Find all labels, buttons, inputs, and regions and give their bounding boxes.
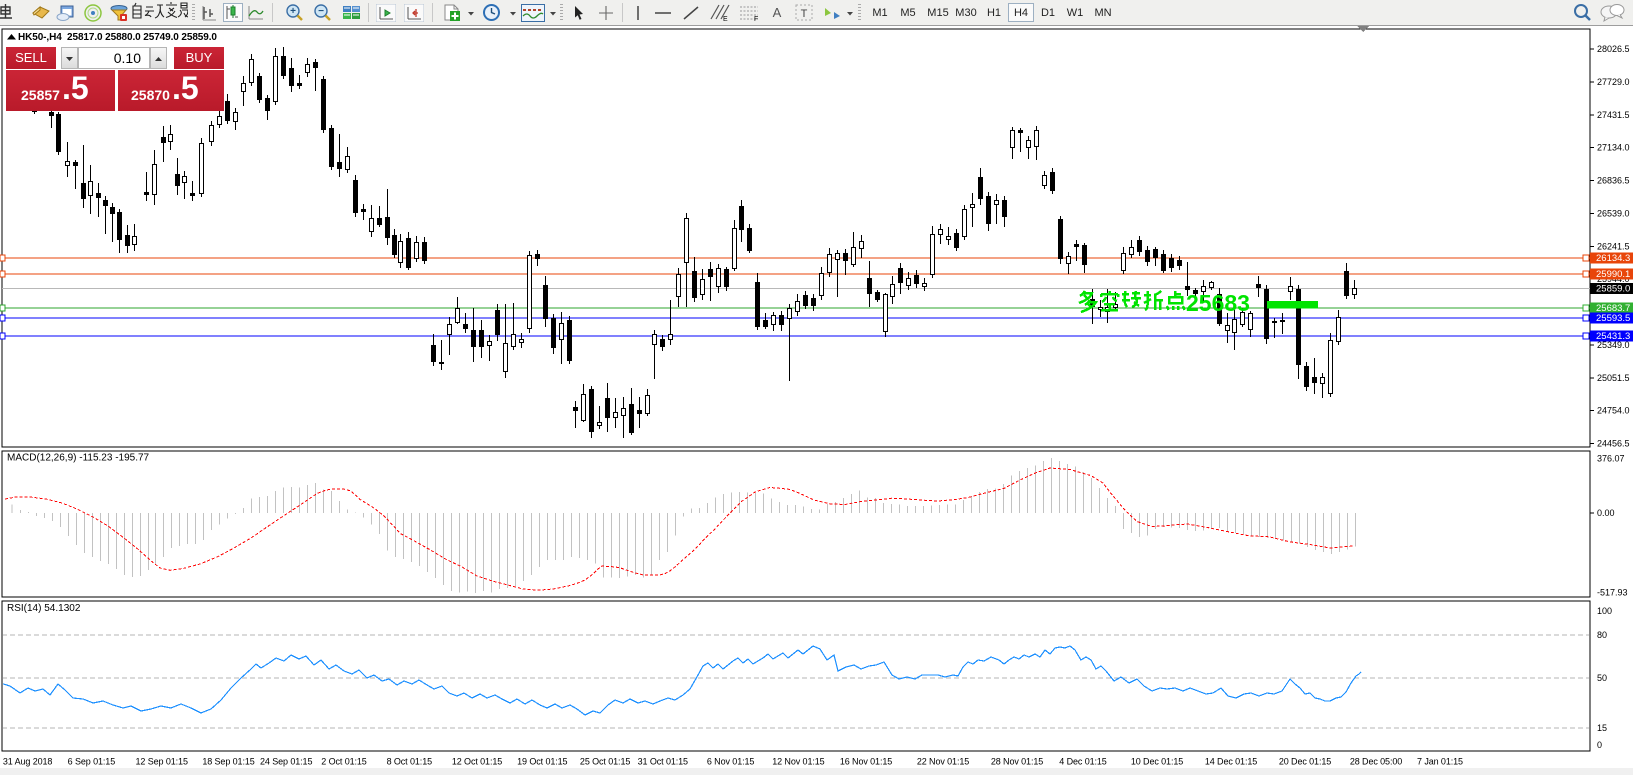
svg-text:376.07: 376.07 [1597,454,1625,464]
svg-text:31 Aug 2018: 31 Aug 2018 [3,757,53,767]
svg-text:18 Sep 01:15: 18 Sep 01:15 [202,757,254,767]
svg-text:4 Dec 01:15: 4 Dec 01:15 [1059,757,1107,767]
svg-text:25593.5: 25593.5 [1596,313,1630,324]
svg-text:26134.3: 26134.3 [1596,253,1630,264]
svg-text:27431.5: 27431.5 [1597,110,1630,120]
svg-text:0.00: 0.00 [1597,508,1615,518]
svg-text:F: F [754,16,758,22]
svg-text:26539.0: 26539.0 [1597,208,1630,218]
svg-text:6 Sep 01:15: 6 Sep 01:15 [68,757,116,767]
svg-text:25431.3: 25431.3 [1596,331,1630,342]
svg-text:10 Dec 01:15: 10 Dec 01:15 [1131,757,1183,767]
svg-text:2 Oct 01:15: 2 Oct 01:15 [321,757,367,767]
svg-text:E: E [723,16,728,22]
svg-text:28 Dec 05:00: 28 Dec 05:00 [1350,757,1402,767]
svg-text:24 Sep 01:15: 24 Sep 01:15 [260,757,312,767]
svg-text:80: 80 [1597,630,1607,640]
svg-text:50: 50 [1597,673,1607,683]
svg-text:27134.0: 27134.0 [1597,143,1630,153]
svg-text:26241.5: 26241.5 [1597,241,1630,251]
svg-text:16 Nov 01:15: 16 Nov 01:15 [840,757,892,767]
svg-text:14 Dec 01:15: 14 Dec 01:15 [1205,757,1257,767]
svg-text:24754.0: 24754.0 [1597,406,1630,416]
svg-text:24456.5: 24456.5 [1597,439,1630,449]
svg-text:25990.1: 25990.1 [1596,269,1630,280]
svg-text:8 Oct 01:15: 8 Oct 01:15 [387,757,433,767]
svg-text:25859.0: 25859.0 [1596,284,1630,295]
svg-text:20 Dec 01:15: 20 Dec 01:15 [1279,757,1331,767]
svg-text:-517.93: -517.93 [1597,588,1628,598]
svg-text:12 Oct 01:15: 12 Oct 01:15 [452,757,502,767]
svg-text:25051.5: 25051.5 [1597,373,1630,383]
svg-text:25 Oct 01:15: 25 Oct 01:15 [580,757,630,767]
svg-text:−: − [318,6,324,17]
svg-text:12 Sep 01:15: 12 Sep 01:15 [136,757,188,767]
svg-text:19 Oct 01:15: 19 Oct 01:15 [517,757,567,767]
svg-text:7 Jan 01:15: 7 Jan 01:15 [1417,757,1463,767]
svg-text:T: T [801,8,808,20]
svg-text:0: 0 [1597,740,1602,750]
svg-text:28026.5: 28026.5 [1597,44,1630,54]
svg-text:22 Nov 01:15: 22 Nov 01:15 [917,757,969,767]
svg-text:28 Nov 01:15: 28 Nov 01:15 [991,757,1043,767]
svg-text:100: 100 [1597,606,1612,616]
svg-text:+: + [290,6,296,17]
svg-text:25683.7: 25683.7 [1596,303,1630,314]
svg-text:26836.5: 26836.5 [1597,176,1630,186]
svg-text:25683: 25683 [1186,290,1250,316]
svg-text:31 Oct 01:15: 31 Oct 01:15 [638,757,688,767]
svg-text:27729.0: 27729.0 [1597,77,1630,87]
svg-text:6 Nov 01:15: 6 Nov 01:15 [707,757,755,767]
svg-text:25349.0: 25349.0 [1597,340,1630,350]
svg-text:15: 15 [1597,723,1607,733]
svg-text:RSI(14) 54.1302: RSI(14) 54.1302 [7,603,81,614]
svg-text:MACD(12,26,9) -115.23 -195.77: MACD(12,26,9) -115.23 -195.77 [7,453,150,464]
svg-text:12 Nov 01:15: 12 Nov 01:15 [772,757,824,767]
